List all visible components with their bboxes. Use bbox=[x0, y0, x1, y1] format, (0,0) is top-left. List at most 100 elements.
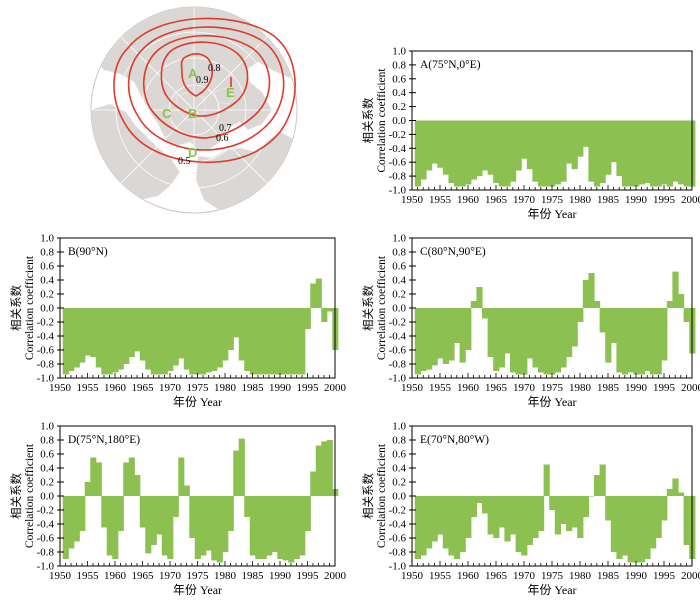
data-bar bbox=[666, 489, 673, 496]
y-tick-label: 1.0 bbox=[40, 233, 54, 245]
data-bar bbox=[454, 496, 461, 559]
data-bar bbox=[249, 496, 256, 556]
data-bar bbox=[189, 496, 196, 538]
x-tick-label: 2000 bbox=[681, 570, 700, 582]
data-bar bbox=[73, 308, 80, 368]
y-tick-label: -1.0 bbox=[389, 561, 407, 573]
data-bar bbox=[448, 308, 455, 361]
series-area bbox=[62, 438, 339, 563]
data-bar bbox=[134, 475, 141, 496]
data-bar bbox=[216, 496, 223, 563]
data-bar bbox=[117, 496, 124, 531]
data-bar bbox=[459, 308, 466, 363]
data-bar bbox=[560, 308, 567, 368]
x-tick-label: 1960 bbox=[457, 570, 480, 582]
data-bar bbox=[476, 120, 483, 177]
data-bar bbox=[470, 496, 477, 517]
x-tick-label: 1985 bbox=[597, 194, 620, 206]
data-bar bbox=[577, 120, 584, 157]
data-bar bbox=[476, 496, 483, 503]
y-tick-label: -0.8 bbox=[389, 359, 407, 371]
y-tick-label: 0.4 bbox=[40, 463, 54, 475]
y-axis-label-en: Correlation coefficient bbox=[376, 255, 388, 360]
data-bar bbox=[610, 496, 617, 552]
series-area bbox=[62, 278, 339, 375]
x-tick-label: 1955 bbox=[429, 194, 452, 206]
data-bar bbox=[238, 438, 245, 496]
x-tick-label: 1950 bbox=[49, 570, 72, 582]
data-bar bbox=[571, 496, 578, 528]
data-bar bbox=[538, 120, 545, 187]
data-bar bbox=[650, 496, 657, 549]
x-tick-label: 1975 bbox=[541, 194, 564, 206]
data-bar bbox=[106, 496, 113, 556]
y-tick-label: -0.6 bbox=[37, 533, 55, 545]
panel-label: A(75°N,0°E) bbox=[420, 59, 481, 71]
x-tick-label: 2000 bbox=[681, 194, 700, 206]
data-bar bbox=[321, 441, 328, 496]
data-bar bbox=[655, 308, 662, 375]
data-bar bbox=[414, 308, 421, 375]
data-bar bbox=[442, 120, 449, 175]
y-tick-label: 0.4 bbox=[392, 463, 406, 475]
contour-labels: 0.9 0.8 0.7 0.6 0.5 bbox=[178, 63, 232, 167]
x-tick-label: 2000 bbox=[324, 382, 347, 394]
data-bar bbox=[627, 308, 634, 373]
data-bar bbox=[420, 496, 427, 556]
data-bar bbox=[582, 120, 589, 147]
data-bar bbox=[211, 496, 218, 561]
site-label-a: A bbox=[188, 66, 198, 81]
data-bar bbox=[112, 496, 119, 559]
y-tick-label: -0.2 bbox=[389, 317, 406, 329]
data-bar bbox=[161, 308, 168, 375]
panel-label: B(90°N) bbox=[68, 246, 108, 258]
data-bar bbox=[638, 308, 645, 375]
data-bar bbox=[266, 308, 273, 375]
data-bar bbox=[683, 496, 690, 545]
data-bar bbox=[426, 496, 433, 549]
x-tick-label: 2000 bbox=[324, 570, 347, 582]
data-bar bbox=[205, 496, 212, 551]
data-bar bbox=[661, 120, 668, 185]
data-bar bbox=[549, 496, 556, 510]
data-bar bbox=[538, 496, 545, 531]
data-bar bbox=[582, 496, 589, 517]
data-bar bbox=[655, 120, 662, 187]
y-axis: -1.0 -0.8 -0.6 -0.4 -0.2 0.0 0.2 0.4 0.6 0.8 1.0 bbox=[389, 233, 416, 385]
data-bar bbox=[448, 120, 455, 184]
x-tick-label: 1980 bbox=[569, 382, 592, 394]
data-bar bbox=[277, 496, 284, 559]
x-tick-label: 1960 bbox=[104, 382, 127, 394]
data-bar bbox=[493, 496, 500, 538]
data-bar bbox=[326, 440, 333, 496]
data-bar bbox=[487, 120, 494, 175]
y-tick-label: -0.8 bbox=[37, 359, 55, 371]
data-bar bbox=[90, 308, 97, 357]
data-bar bbox=[599, 308, 606, 333]
data-bar bbox=[194, 496, 201, 559]
data-bar bbox=[577, 308, 584, 322]
x-tick-label: 1950 bbox=[401, 382, 424, 394]
data-bar bbox=[465, 308, 472, 350]
data-bar bbox=[683, 308, 690, 322]
data-bar bbox=[442, 308, 449, 364]
data-bar bbox=[200, 308, 207, 375]
x-tick-label: 1980 bbox=[569, 194, 592, 206]
data-bar bbox=[326, 308, 333, 312]
data-bar bbox=[211, 308, 218, 371]
data-bar bbox=[493, 120, 500, 184]
data-bar bbox=[526, 308, 533, 359]
x-axis-label: 年份 Year bbox=[527, 583, 576, 597]
y-axis-label-en: Correlation coefficient bbox=[376, 443, 388, 548]
data-bar bbox=[644, 120, 651, 184]
data-bar bbox=[571, 120, 578, 170]
y-tick-label: 0.6 bbox=[40, 261, 54, 273]
data-bar bbox=[594, 475, 601, 496]
data-bar bbox=[538, 308, 545, 373]
data-bar bbox=[189, 308, 196, 375]
contour-0.8 bbox=[160, 41, 249, 117]
data-bar bbox=[200, 496, 207, 556]
data-bar bbox=[515, 120, 522, 171]
y-tick-label: -0.4 bbox=[389, 331, 407, 343]
